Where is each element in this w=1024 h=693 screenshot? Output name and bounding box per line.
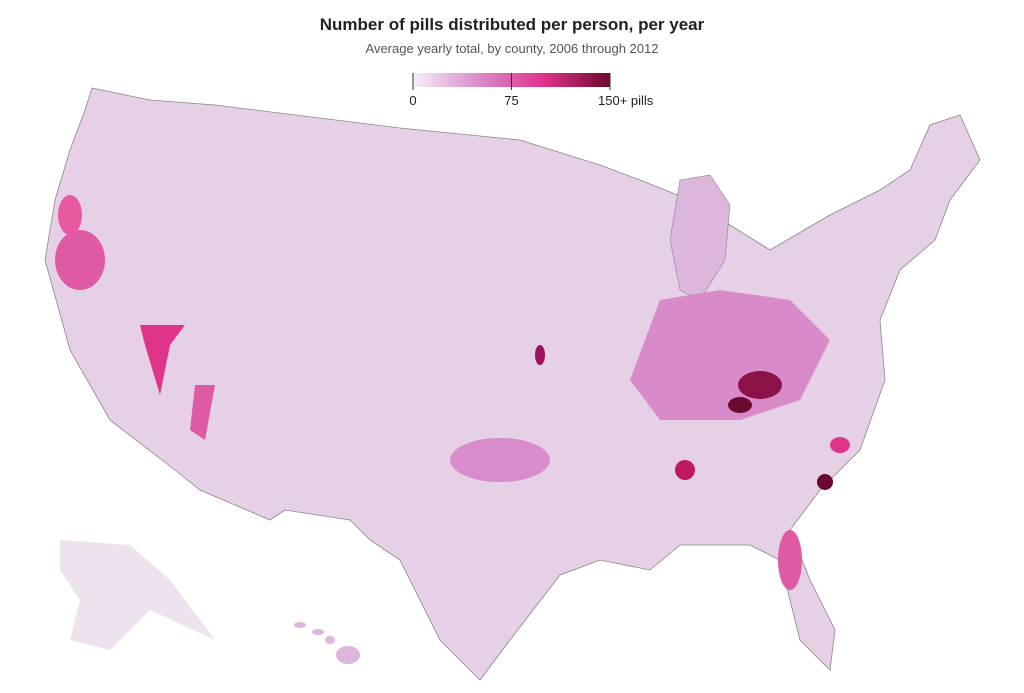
hotspot (190, 385, 215, 440)
map-title: Number of pills distributed per person, … (320, 15, 705, 34)
legend-tick-label: 150+ pills (598, 93, 654, 108)
hotspot (738, 371, 782, 399)
hotspot (535, 345, 545, 365)
hotspot (830, 437, 850, 453)
hotspot (728, 397, 752, 413)
hotspot (817, 474, 833, 490)
us-map (44, 87, 981, 681)
hotspot (675, 460, 695, 480)
region (450, 438, 550, 482)
alaska (60, 540, 215, 650)
legend-tick-label: 75 (504, 93, 518, 108)
contiguous-us (44, 87, 981, 681)
hotspot (58, 195, 82, 235)
map-subtitle: Average yearly total, by county, 2006 th… (366, 41, 659, 56)
hawaii (294, 622, 360, 664)
hotspot (140, 325, 185, 395)
legend-ticks: 0 75 150+ pills (409, 73, 654, 108)
region (778, 530, 802, 590)
legend-tick-label: 0 (409, 93, 416, 108)
michigan (669, 174, 731, 301)
hotspot (55, 230, 105, 290)
